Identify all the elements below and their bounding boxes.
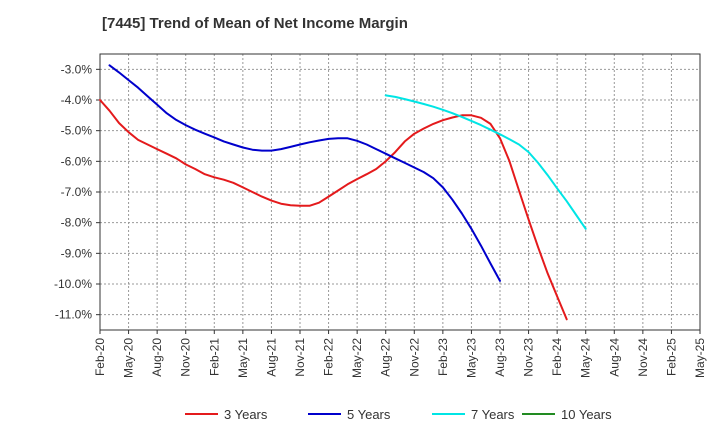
x-tick-label: Nov-20 — [179, 338, 193, 377]
x-tick-label: Feb-22 — [322, 338, 336, 376]
series-line-5-years — [108, 64, 501, 282]
y-tick-label: -9.0% — [61, 246, 93, 260]
y-tick-label: -11.0% — [55, 308, 92, 322]
x-tick-label: Nov-23 — [522, 338, 536, 377]
x-tick-label: Nov-22 — [407, 338, 421, 377]
y-tick-label: -4.0% — [61, 93, 93, 107]
legend-label: 7 Years — [471, 407, 515, 422]
series-lines — [99, 64, 587, 321]
legend-label: 10 Years — [561, 407, 612, 422]
y-tick-label: -8.0% — [61, 216, 93, 230]
y-tick-label: -10.0% — [54, 277, 92, 291]
legend-label: 5 Years — [347, 407, 391, 422]
y-tick-label: -6.0% — [61, 154, 93, 168]
x-tick-label: May-25 — [693, 338, 707, 378]
legend-label: 3 Years — [224, 407, 268, 422]
x-tick-label: May-23 — [464, 338, 478, 378]
x-tick-label: Feb-23 — [436, 338, 450, 376]
x-tick-label: May-22 — [350, 338, 364, 378]
x-tick-label: Nov-24 — [636, 338, 650, 377]
y-tick-label: -7.0% — [61, 185, 93, 199]
y-tick-label: -5.0% — [61, 124, 93, 138]
chart-title: [7445] Trend of Mean of Net Income Margi… — [102, 15, 408, 32]
legend: 3 Years 5 Years 7 Years 10 Years — [185, 407, 612, 422]
x-axis: Feb-20 May-20 Aug-20 Nov-20 Feb-21 May-21 Aug-… — [93, 330, 707, 378]
x-tick-label: May-24 — [579, 338, 593, 378]
x-tick-label: Aug-20 — [150, 338, 164, 377]
x-tick-label: May-20 — [122, 338, 136, 378]
series-line-3-years — [99, 99, 568, 321]
x-tick-label: Feb-24 — [550, 338, 564, 376]
x-tick-label: Aug-24 — [607, 338, 621, 377]
series-line-7-years — [384, 94, 587, 230]
x-tick-label: Feb-20 — [93, 338, 107, 376]
x-tick-label: May-21 — [236, 338, 250, 378]
x-tick-label: Nov-21 — [293, 338, 307, 377]
x-tick-label: Feb-25 — [664, 338, 678, 376]
x-tick-label: Aug-21 — [264, 338, 278, 377]
x-tick-label: Feb-21 — [207, 338, 221, 376]
y-tick-label: -3.0% — [61, 62, 93, 76]
x-tick-label: Aug-22 — [379, 338, 393, 377]
y-axis: -3.0% -4.0% -5.0% -6.0% -7.0% -8.0% -9.0% -10.0… — [54, 62, 100, 322]
x-tick-label: Aug-23 — [493, 338, 507, 377]
